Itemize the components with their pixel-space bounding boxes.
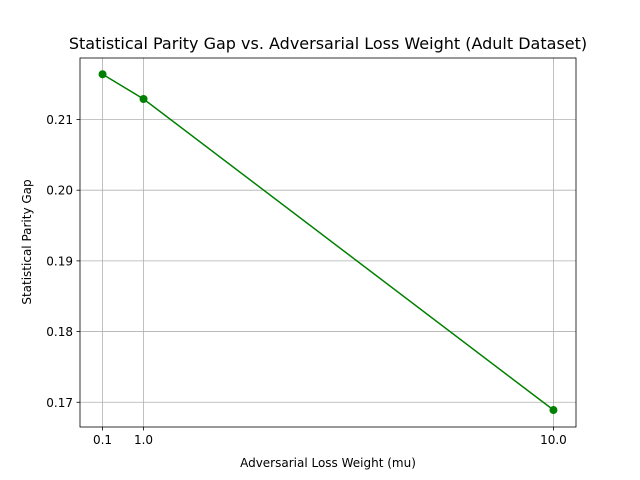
grid-layer [80, 58, 576, 427]
x-axis-label: Adversarial Loss Weight (mu) [240, 456, 416, 470]
x-tick-label: 1.0 [134, 433, 153, 447]
y-tick-label: 0.19 [46, 254, 73, 268]
chart-title: Statistical Parity Gap vs. Adversarial L… [69, 34, 587, 53]
y-tick-label: 0.17 [46, 396, 73, 410]
data-point [98, 70, 107, 79]
data-point [549, 406, 558, 415]
y-tick-label: 0.20 [46, 184, 73, 198]
tick-layer: 0.1 1.0 10.0 0.17 0.18 0.19 0.20 0.21 [46, 113, 567, 447]
x-tick-label: 10.0 [540, 433, 567, 447]
series-layer [98, 70, 558, 415]
y-axis-label: Statistical Parity Gap [20, 179, 34, 304]
y-tick-label: 0.21 [46, 113, 73, 127]
y-tick-label: 0.18 [46, 325, 73, 339]
series-line [102, 73, 554, 411]
x-tick-label: 0.1 [93, 433, 112, 447]
data-point [139, 95, 148, 103]
plot-frame [79, 57, 577, 428]
